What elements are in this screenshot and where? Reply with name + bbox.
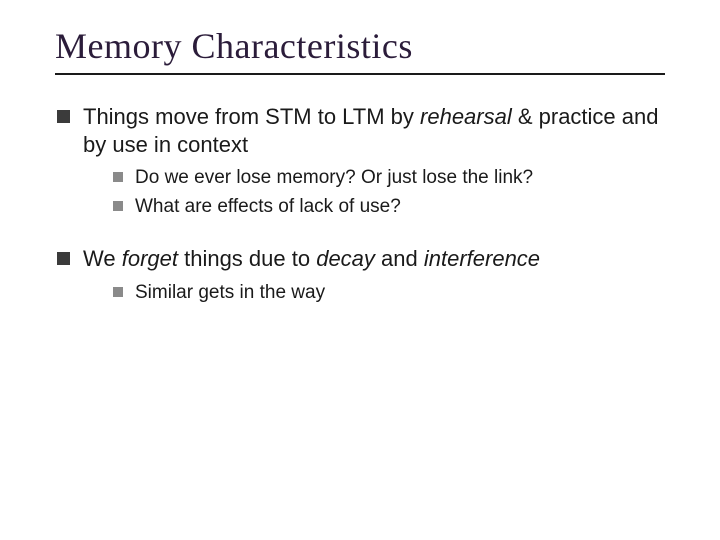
text-run: decay — [316, 246, 375, 271]
text-run: interference — [424, 246, 540, 271]
sub-item: Similar gets in the way — [111, 281, 665, 306]
bullet-list: Things move from STM to LTM by rehearsal… — [55, 103, 665, 306]
sub-item: What are effects of lack of use? — [111, 195, 665, 220]
text-run: and — [375, 246, 424, 271]
slide: Memory Characteristics Things move from … — [0, 0, 720, 540]
text-run: We — [83, 246, 122, 271]
text-run: things due to — [178, 246, 316, 271]
text-run: Things move from STM to LTM by — [83, 104, 420, 129]
sub-list: Similar gets in the way — [111, 281, 665, 306]
sub-list: Do we ever lose memory? Or just lose the… — [111, 166, 665, 219]
slide-title: Memory Characteristics — [55, 25, 665, 67]
text-run: forget — [122, 246, 178, 271]
spacer — [55, 233, 665, 245]
bullet-item: We forget things due to decay and interf… — [55, 245, 665, 305]
sub-item: Do we ever lose memory? Or just lose the… — [111, 166, 665, 191]
text-run: rehearsal — [420, 104, 512, 129]
text-run: What are effects of lack of use? — [135, 196, 401, 217]
title-rule — [55, 73, 665, 75]
text-run: Similar gets in the way — [135, 282, 325, 303]
text-run: Do we ever lose memory? Or just lose the… — [135, 167, 533, 188]
bullet-item: Things move from STM to LTM by rehearsal… — [55, 103, 665, 219]
